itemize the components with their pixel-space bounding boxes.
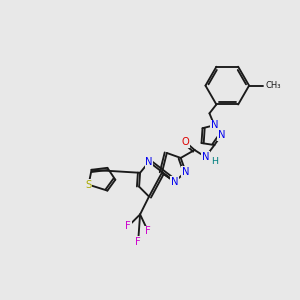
Text: F: F bbox=[145, 226, 151, 236]
Text: N: N bbox=[218, 130, 225, 140]
Text: F: F bbox=[125, 221, 131, 231]
Text: H: H bbox=[211, 158, 218, 166]
Text: CH₃: CH₃ bbox=[266, 81, 281, 90]
Text: O: O bbox=[182, 137, 190, 147]
Text: N: N bbox=[145, 157, 153, 167]
Text: N: N bbox=[211, 120, 218, 130]
Text: N: N bbox=[171, 177, 178, 187]
Text: N: N bbox=[182, 167, 189, 177]
Text: S: S bbox=[85, 180, 92, 190]
Text: N: N bbox=[202, 152, 209, 162]
Text: F: F bbox=[135, 237, 141, 247]
